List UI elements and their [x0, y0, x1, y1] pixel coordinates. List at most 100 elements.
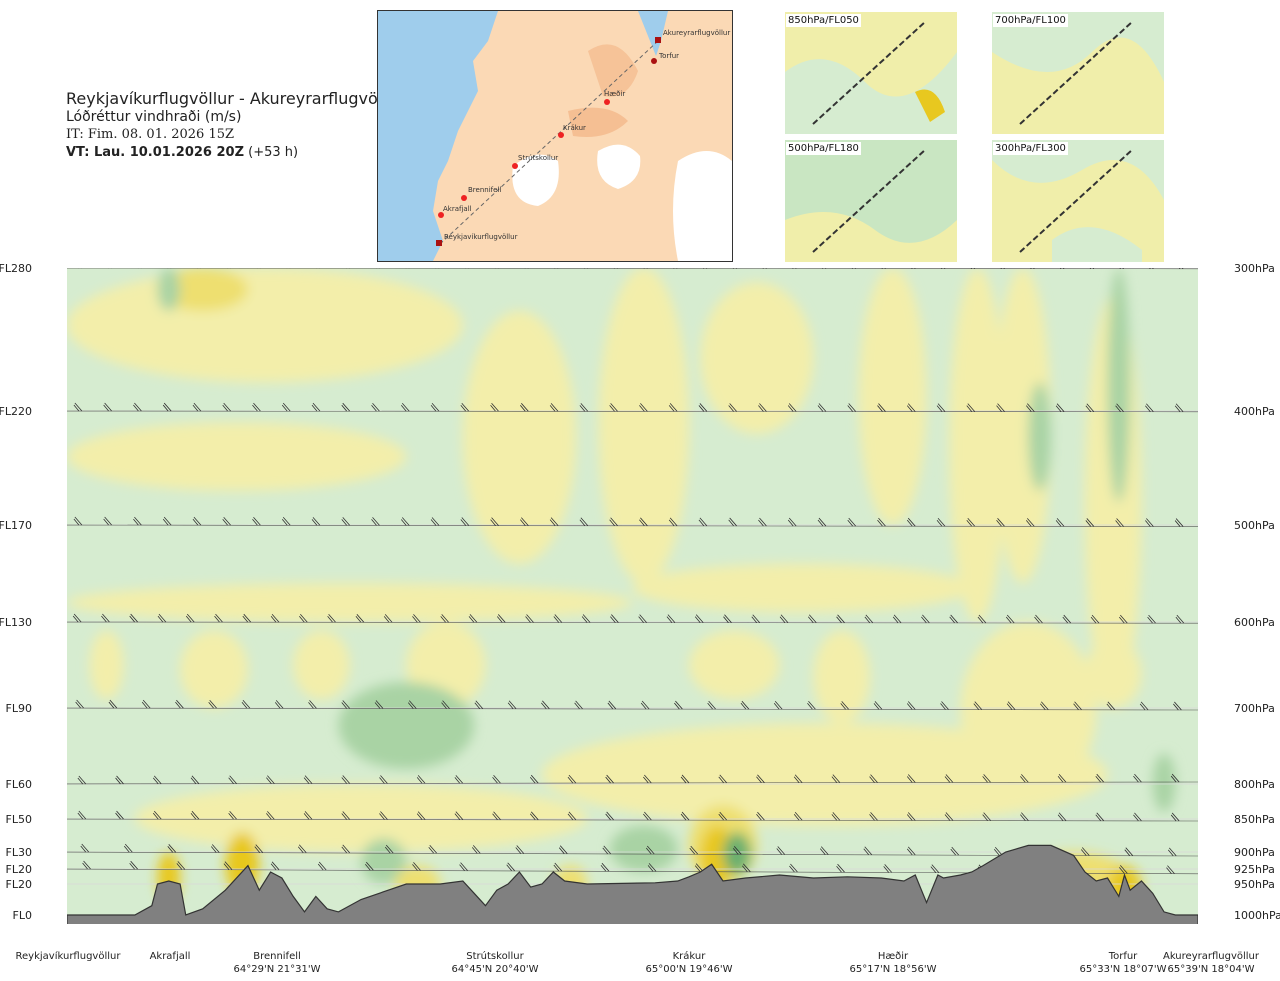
wind-barb — [506, 862, 515, 872]
wind-barb — [982, 774, 991, 783]
wind-barb — [133, 402, 142, 412]
wind-barb — [793, 812, 803, 821]
wind-barb — [494, 268, 499, 269]
wind-barb — [416, 775, 426, 784]
thumbnail-850hpa-svg — [785, 12, 957, 134]
pressure-label-10: 1000hPa — [1234, 909, 1280, 922]
wind-barb — [185, 613, 195, 623]
wind-barb — [863, 846, 873, 856]
valid-time-value: VT: Lau. 10.01.2026 20Z — [66, 145, 245, 160]
wind-barb — [1119, 614, 1128, 624]
thumbnail-500hpa[interactable]: 500hPa/FL180 — [785, 140, 957, 262]
wind-barb — [190, 810, 200, 820]
wind-barb — [256, 268, 261, 269]
fl-label-2: FL170 — [0, 519, 32, 532]
wind-barb — [252, 402, 261, 412]
wind-barb — [286, 268, 291, 269]
pressure-label-4: 700hPa — [1234, 702, 1275, 715]
map-label-torfur: Torfur — [658, 52, 679, 60]
fl-label-7: FL30 — [6, 846, 32, 859]
wind-barb — [1085, 518, 1095, 527]
wind-barb — [465, 268, 470, 269]
map-marker-start — [436, 240, 442, 246]
wind-barb — [742, 863, 751, 873]
wind-barb — [474, 700, 484, 709]
thumbnail-700hpa[interactable]: 700hPa/FL100 — [992, 12, 1164, 134]
wind-barb — [341, 775, 351, 784]
location-name-4: Krákur — [673, 950, 707, 962]
wind-barb — [1085, 403, 1095, 412]
location-name-5: Hæðir — [878, 951, 909, 962]
wind-barb — [554, 268, 559, 269]
wind-barb — [129, 613, 138, 623]
wind-barb — [384, 844, 394, 854]
velocity-contour — [689, 630, 780, 700]
wind-barb — [921, 614, 930, 624]
wind-barb — [371, 517, 380, 526]
wind-barb — [341, 811, 351, 820]
wind-barb — [817, 517, 827, 527]
wind-barb — [673, 268, 678, 269]
wind-barb — [982, 812, 991, 821]
wind-barb — [610, 614, 619, 623]
route-map[interactable]: Akureyrarflugvöllur Torfur Hæðir Krákur … — [377, 10, 733, 262]
wind-barb — [341, 517, 351, 526]
wind-barb — [970, 268, 976, 269]
wind-barb — [680, 774, 690, 784]
wind-barb — [311, 402, 321, 412]
wind-barb — [496, 614, 506, 623]
fl-label-8: FL20 — [6, 863, 32, 876]
wind-barb — [807, 614, 817, 624]
thumbnail-300hpa[interactable]: 300hPa/FL300 — [992, 140, 1164, 262]
velocity-contour — [700, 282, 814, 434]
wind-barb — [936, 517, 946, 527]
wind-barb — [944, 774, 954, 783]
pressure-label-6: 850hPa — [1234, 813, 1275, 826]
wind-barb — [977, 614, 987, 624]
wind-barb — [412, 614, 421, 623]
wind-barb — [680, 811, 690, 821]
wind-barb — [1115, 518, 1124, 527]
thumbnail-300hpa-svg — [992, 140, 1164, 262]
wind-barb — [558, 845, 568, 854]
wind-barb — [72, 613, 82, 623]
wind-barb — [773, 700, 783, 710]
thumbnail-850hpa-label: 850hPa/FL050 — [786, 14, 861, 27]
thumbnail-850hpa[interactable]: 850hPa/FL050 — [785, 12, 957, 134]
wind-barb — [1174, 403, 1184, 413]
wind-barb — [756, 774, 765, 784]
barb-row-850 — [67, 818, 1198, 822]
wind-barb — [167, 844, 177, 853]
map-label-haedir: Hæðir — [604, 90, 625, 98]
thumb-field-2 — [915, 89, 945, 122]
wind-barb — [492, 811, 501, 820]
wind-barb — [609, 403, 618, 412]
wind-barb — [640, 700, 650, 710]
wind-barb — [758, 517, 767, 527]
map-marker-akrafjall — [438, 212, 444, 218]
wind-barb — [241, 700, 251, 709]
wind-barb — [666, 614, 676, 623]
fl-label-5: FL60 — [6, 778, 32, 791]
wind-barb — [996, 518, 1005, 527]
wind-barb — [574, 700, 583, 710]
velocity-contour — [598, 268, 690, 584]
wind-barb — [129, 860, 138, 870]
wind-barb — [270, 861, 280, 871]
wind-barb — [930, 864, 940, 873]
wind-barb — [197, 268, 202, 269]
thumb-route — [1019, 149, 1133, 253]
wind-barb — [471, 845, 481, 854]
wind-barb — [108, 699, 118, 709]
wind-barb — [162, 402, 172, 412]
velocity-contour — [67, 268, 463, 383]
wind-barb — [490, 403, 499, 412]
valid-time: VT: Lau. 10.01.2026 20Z (+53 h) — [66, 144, 386, 162]
map-label-krakur: Krákur — [563, 124, 586, 132]
map-marker-end — [655, 37, 661, 43]
wind-barb — [1057, 774, 1067, 783]
wind-barb — [792, 268, 797, 269]
wind-barb — [316, 268, 321, 269]
wind-barb — [1005, 614, 1015, 624]
